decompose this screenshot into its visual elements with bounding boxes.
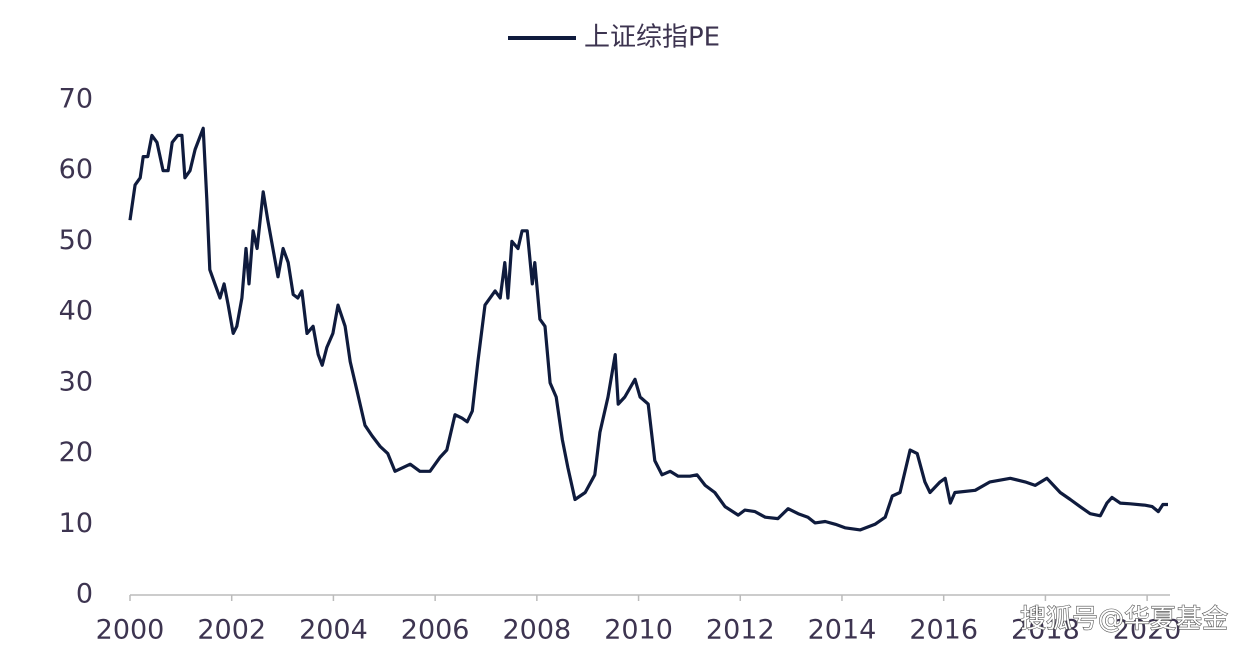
series-line — [128, 126, 1168, 532]
y-tick-label: 20 — [59, 437, 93, 468]
x-tick-label: 2004 — [299, 615, 368, 646]
y-tick-label: 0 — [76, 579, 93, 610]
y-tick-label: 70 — [59, 84, 93, 115]
x-tick-label: 2020 — [1113, 615, 1182, 646]
x-tick-label: 2012 — [706, 615, 775, 646]
x-tick-label: 2018 — [1011, 615, 1080, 646]
watermark: 搜狐号@华夏基金 — [1020, 605, 1228, 635]
x-tick-label: 2008 — [502, 615, 571, 646]
x-tick-label: 2010 — [604, 615, 673, 646]
y-tick-label: 10 — [59, 508, 93, 539]
x-tick-label: 2000 — [96, 615, 165, 646]
x-tick-label: 2006 — [401, 615, 470, 646]
legend-label: 上证综指PE — [584, 23, 720, 53]
x-tick-label: 2016 — [909, 615, 978, 646]
y-tick-label: 40 — [59, 296, 93, 327]
y-tick-label: 50 — [59, 225, 93, 256]
y-tick-label: 60 — [59, 154, 93, 185]
y-tick-label: 30 — [59, 366, 93, 397]
x-tick-label: 2014 — [808, 615, 877, 646]
x-tick-label: 2002 — [197, 615, 266, 646]
